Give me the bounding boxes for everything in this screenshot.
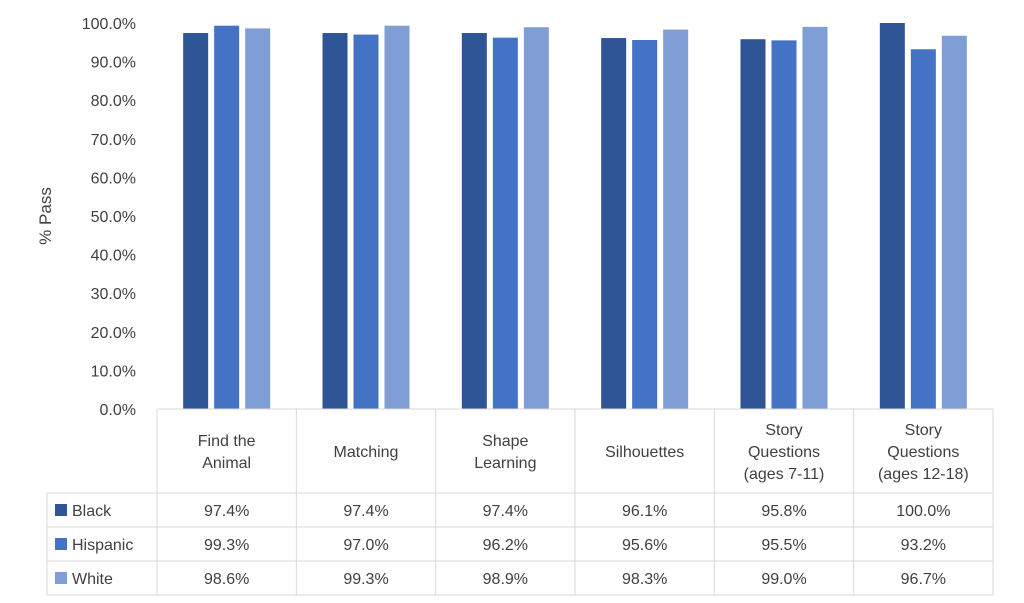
- category-label: (ages 7-11): [744, 466, 825, 483]
- y-axis-title: % Pass: [36, 187, 55, 245]
- bar-hispanic-0: [214, 25, 240, 410]
- y-tick-label: 100.0%: [82, 16, 136, 33]
- data-label: 96.2%: [483, 537, 528, 554]
- data-label: 96.1%: [622, 503, 667, 520]
- bar-black-0: [183, 33, 209, 409]
- data-label: 97.4%: [204, 503, 249, 520]
- legend-label-hispanic: Hispanic: [72, 537, 133, 554]
- y-axis-ticks: 0.0% 10.0% 20.0% 30.0% 40.0% 50.0% 60.0% 70.0% 8…: [82, 16, 136, 419]
- bar-hispanic-2: [492, 37, 518, 409]
- bars: [183, 23, 967, 410]
- bar-white-4: [802, 26, 828, 410]
- y-tick-label: 20.0%: [91, 325, 136, 342]
- category-label: Animal: [202, 455, 251, 472]
- category-label: (ages 12-18): [878, 466, 969, 483]
- bar-white-3: [663, 29, 689, 409]
- category-label: Shape: [482, 433, 528, 450]
- y-tick-label: 30.0%: [91, 286, 136, 303]
- bar-hispanic-4: [771, 40, 797, 410]
- bar-white-0: [245, 28, 271, 410]
- bar-hispanic-5: [910, 49, 936, 410]
- bar-hispanic-3: [632, 39, 658, 409]
- bar-white-2: [523, 27, 549, 409]
- data-label: 95.8%: [761, 503, 806, 520]
- y-tick-label: 0.0%: [100, 402, 136, 419]
- category-label: Find the: [198, 433, 256, 450]
- bar-black-1: [322, 33, 348, 409]
- bar-black-3: [601, 38, 627, 409]
- category-label: Silhouettes: [605, 444, 684, 461]
- data-label: 99.3%: [204, 537, 249, 554]
- y-tick-label: 40.0%: [91, 248, 136, 265]
- legend-swatch-hispanic: [55, 538, 67, 550]
- category-label: Matching: [334, 444, 399, 461]
- bar-black-2: [461, 33, 487, 409]
- y-tick-label: 10.0%: [91, 363, 136, 380]
- data-label: 95.6%: [622, 537, 667, 554]
- legend-swatch-white: [55, 572, 67, 584]
- bar-hispanic-1: [353, 34, 379, 410]
- data-label: 99.3%: [343, 571, 388, 588]
- data-label: 98.6%: [204, 571, 249, 588]
- data-label: 97.4%: [483, 503, 528, 520]
- category-label: Questions: [887, 444, 959, 461]
- data-label: 100.0%: [896, 503, 950, 520]
- category-label: Learning: [474, 455, 536, 472]
- y-tick-label: 70.0%: [91, 132, 136, 149]
- data-label: 98.9%: [483, 571, 528, 588]
- data-label: 99.0%: [761, 571, 806, 588]
- bar-black-5: [879, 23, 905, 409]
- legend-label-black: Black: [72, 503, 112, 520]
- y-tick-label: 80.0%: [91, 93, 136, 110]
- data-label: 97.0%: [343, 537, 388, 554]
- bar-black-4: [740, 39, 766, 409]
- data-label: 97.4%: [343, 503, 388, 520]
- data-label: 95.5%: [761, 537, 806, 554]
- legend-swatch-black: [55, 504, 67, 516]
- bar-white-1: [384, 25, 410, 410]
- category-label: Story: [905, 422, 942, 439]
- category-label: Questions: [748, 444, 820, 461]
- data-label: 96.7%: [901, 571, 946, 588]
- y-tick-label: 60.0%: [91, 170, 136, 187]
- data-table: Find the Animal Matching Shape Learning Silho…: [46, 408, 994, 596]
- y-tick-label: 90.0%: [91, 55, 136, 72]
- y-tick-label: 50.0%: [91, 209, 136, 226]
- bar-white-5: [941, 35, 967, 409]
- data-label: 93.2%: [901, 537, 946, 554]
- data-label: 98.3%: [622, 571, 667, 588]
- category-label: Story: [765, 422, 802, 439]
- legend-label-white: White: [72, 571, 113, 588]
